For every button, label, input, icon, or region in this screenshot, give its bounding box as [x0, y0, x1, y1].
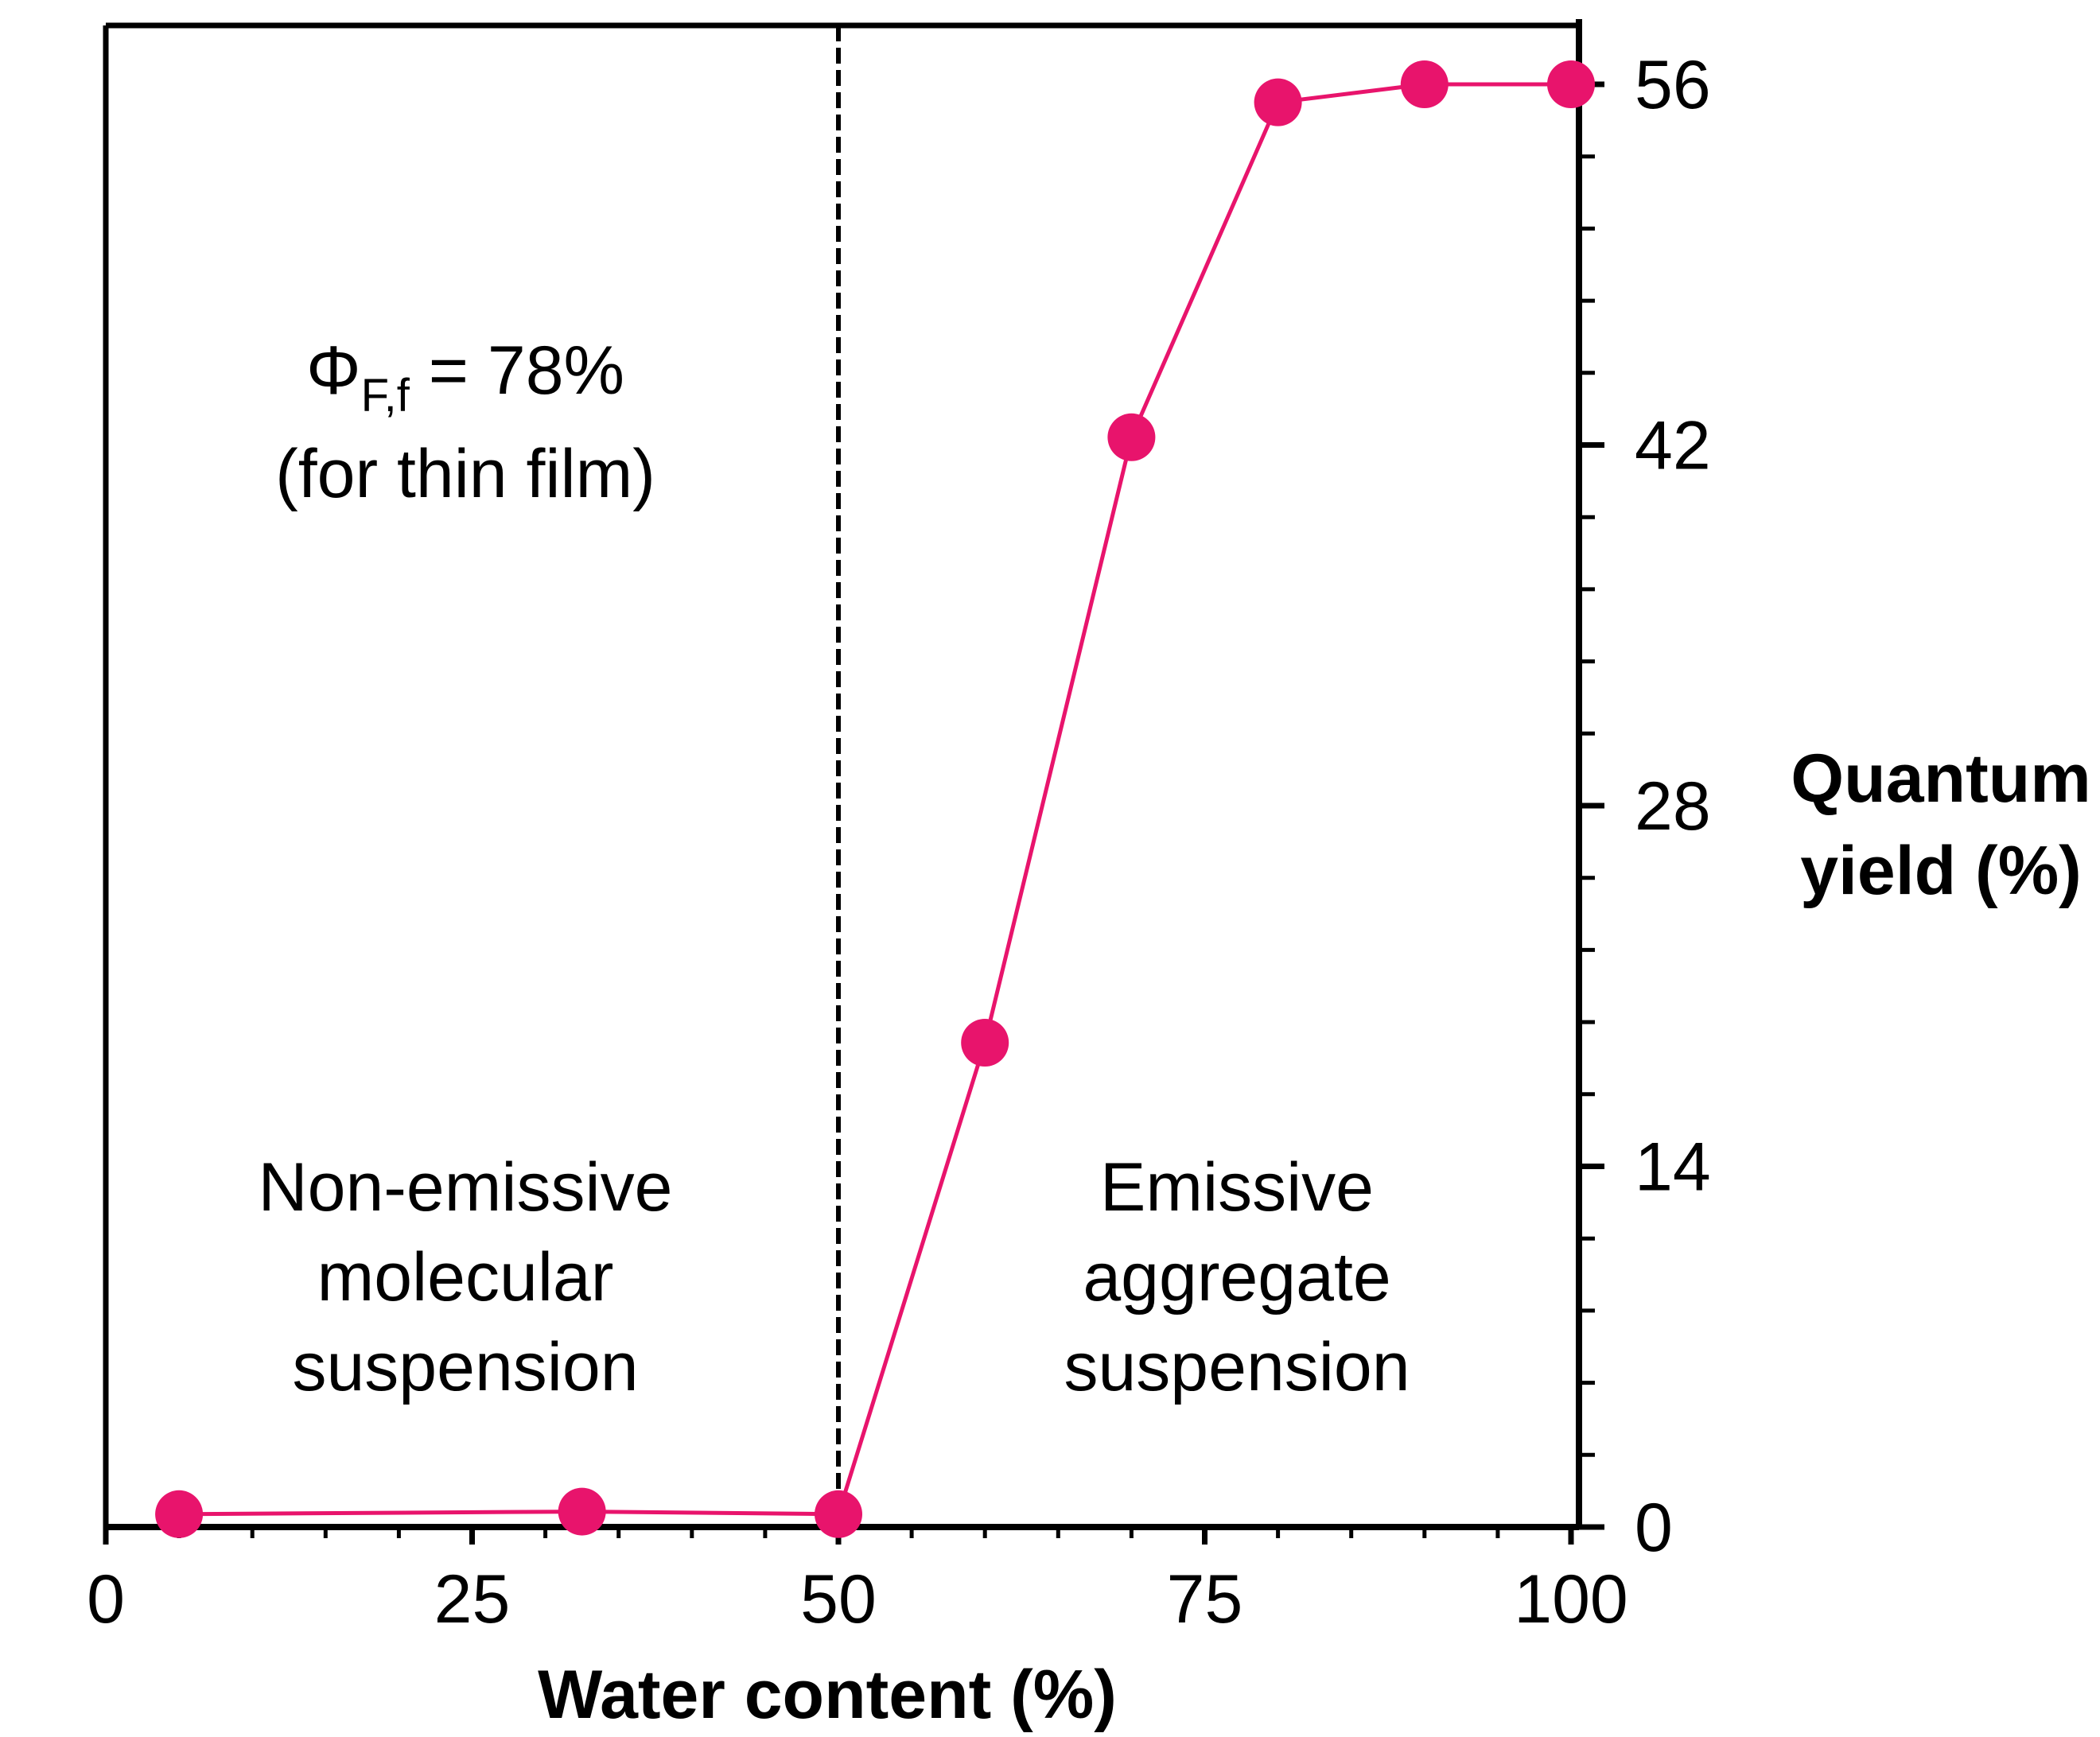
data-point [815, 1490, 862, 1538]
x-tick-label: 50 [800, 1561, 877, 1638]
data-point [1547, 60, 1595, 108]
y-axis-title-line1: Quantum [1791, 740, 2090, 817]
phi-note: (for thin film) [275, 436, 655, 512]
data-point [1400, 60, 1449, 108]
data-point [1107, 413, 1156, 461]
y-tick-label: 42 [1635, 408, 1711, 484]
x-tick-label: 0 [87, 1561, 125, 1638]
chart-axes [103, 19, 1582, 1530]
series-line [179, 82, 1571, 1517]
left-region-line1: Non-emissive [259, 1149, 673, 1226]
data-point [155, 1490, 204, 1538]
x-tick-label: 75 [1167, 1561, 1243, 1638]
data-point [558, 1487, 606, 1536]
x-tick-label: 100 [1514, 1561, 1628, 1638]
y-tick-label: 56 [1635, 47, 1711, 123]
data-point [1254, 78, 1302, 126]
x-tick-label: 25 [434, 1561, 511, 1638]
x-axis-title: Water content (%) [538, 1657, 1117, 1733]
phi-subscript: F,f [361, 370, 410, 422]
chart-series [155, 60, 1595, 1538]
right-region-line2: aggregate [1083, 1239, 1390, 1315]
data-point [961, 1019, 1009, 1067]
phi-value: = 78% [410, 332, 624, 409]
y-tick-label: 0 [1635, 1490, 1673, 1566]
left-region-line3: suspension [292, 1329, 638, 1405]
phi-annotation: ΦF,f = 78% [306, 332, 624, 422]
phi-symbol: Φ [306, 332, 361, 409]
y-tick-label: 14 [1635, 1129, 1711, 1206]
y-tick-label: 28 [1635, 768, 1711, 845]
left-region-line2: molecular [317, 1239, 614, 1315]
right-region-line3: suspension [1064, 1329, 1410, 1405]
y-axis-title-line2: yield (%) [1800, 833, 2082, 909]
right-region-line1: Emissive [1100, 1149, 1374, 1226]
